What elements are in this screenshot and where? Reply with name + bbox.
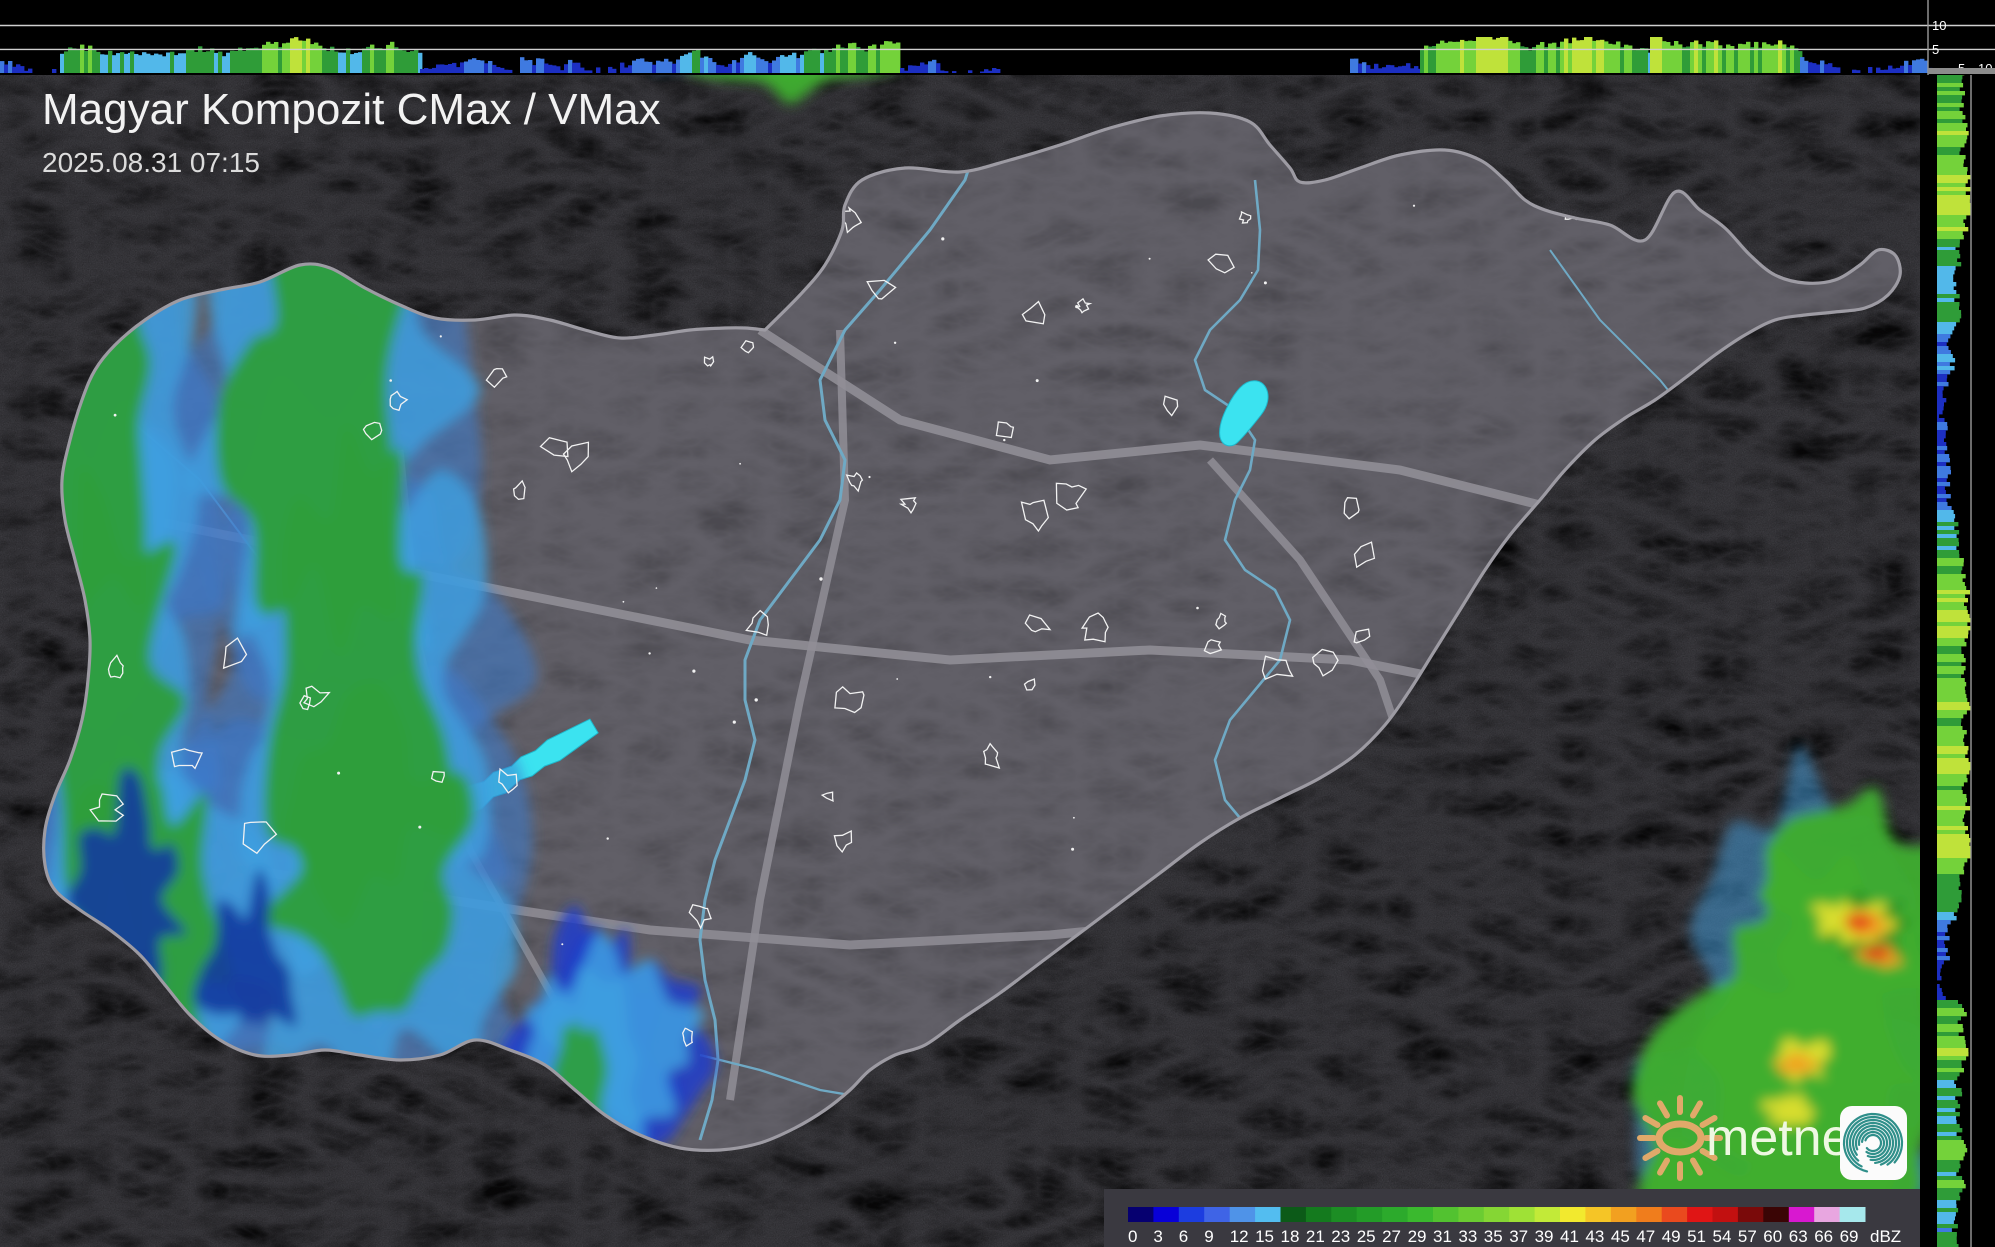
svg-text:63: 63 bbox=[1789, 1227, 1808, 1246]
svg-text:5: 5 bbox=[1932, 42, 1939, 57]
svg-text:49: 49 bbox=[1662, 1227, 1681, 1246]
svg-text:9: 9 bbox=[1204, 1227, 1213, 1246]
svg-text:3: 3 bbox=[1153, 1227, 1162, 1246]
svg-text:41: 41 bbox=[1560, 1227, 1579, 1246]
svg-text:0: 0 bbox=[1128, 1227, 1137, 1246]
svg-text:15: 15 bbox=[1255, 1227, 1274, 1246]
svg-text:43: 43 bbox=[1585, 1227, 1604, 1246]
svg-text:60: 60 bbox=[1763, 1227, 1782, 1246]
svg-text:10: 10 bbox=[1932, 18, 1946, 33]
svg-text:25: 25 bbox=[1357, 1227, 1376, 1246]
svg-text:6: 6 bbox=[1179, 1227, 1188, 1246]
svg-text:27: 27 bbox=[1382, 1227, 1401, 1246]
svg-text:45: 45 bbox=[1611, 1227, 1630, 1246]
svg-text:37: 37 bbox=[1509, 1227, 1528, 1246]
svg-text:18: 18 bbox=[1281, 1227, 1300, 1246]
svg-text:dBZ: dBZ bbox=[1870, 1227, 1901, 1246]
svg-text:39: 39 bbox=[1535, 1227, 1554, 1246]
svg-text:12: 12 bbox=[1230, 1227, 1249, 1246]
svg-text:35: 35 bbox=[1484, 1227, 1503, 1246]
svg-text:57: 57 bbox=[1738, 1227, 1757, 1246]
svg-text:69: 69 bbox=[1840, 1227, 1859, 1246]
svg-text:66: 66 bbox=[1814, 1227, 1833, 1246]
svg-text:21: 21 bbox=[1306, 1227, 1325, 1246]
svg-text:Magyar Kompozit CMax / VMax: Magyar Kompozit CMax / VMax bbox=[42, 85, 661, 134]
svg-text:51: 51 bbox=[1687, 1227, 1706, 1246]
svg-text:31: 31 bbox=[1433, 1227, 1452, 1246]
svg-text:33: 33 bbox=[1458, 1227, 1477, 1246]
svg-text:2025.08.31 07:15: 2025.08.31 07:15 bbox=[42, 147, 260, 178]
svg-text:23: 23 bbox=[1331, 1227, 1350, 1246]
svg-text:54: 54 bbox=[1713, 1227, 1732, 1246]
svg-text:29: 29 bbox=[1408, 1227, 1427, 1246]
svg-text:47: 47 bbox=[1636, 1227, 1655, 1246]
